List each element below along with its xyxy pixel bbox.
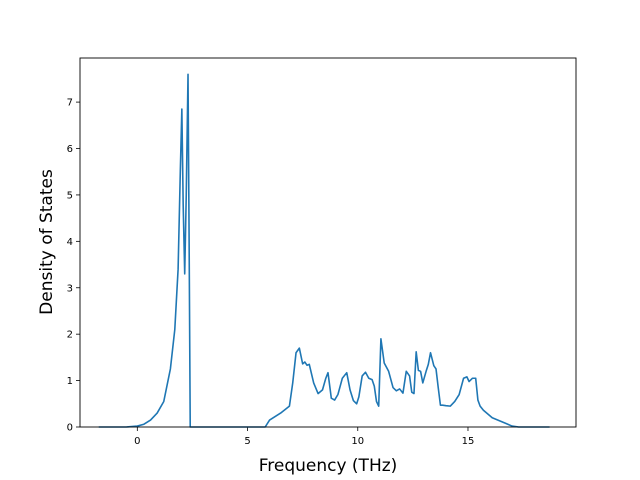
y-tick-label: 0: [67, 423, 73, 434]
x-axis-label: Frequency (THz): [259, 456, 398, 476]
y-tick-label: 4: [67, 237, 73, 248]
y-tick-label: 2: [67, 330, 73, 341]
x-tick-label: 0: [134, 436, 140, 447]
x-axis-ticks: 0 5 10 15: [134, 427, 474, 447]
y-axis-ticks: 0 1 2 3 4 5 6 7: [67, 98, 80, 434]
y-tick-label: 3: [67, 283, 73, 294]
y-tick-label: 1: [67, 376, 73, 387]
x-tick-label: 15: [462, 436, 475, 447]
plot-frame: [79, 57, 577, 428]
y-tick-label: 7: [67, 98, 73, 109]
y-tick-label: 5: [67, 190, 73, 201]
x-tick-label: 5: [244, 436, 250, 447]
x-tick-label: 10: [351, 436, 364, 447]
y-tick-label: 6: [67, 144, 73, 155]
y-axis-label: Density of States: [37, 169, 57, 315]
series-line: [98, 73, 550, 428]
